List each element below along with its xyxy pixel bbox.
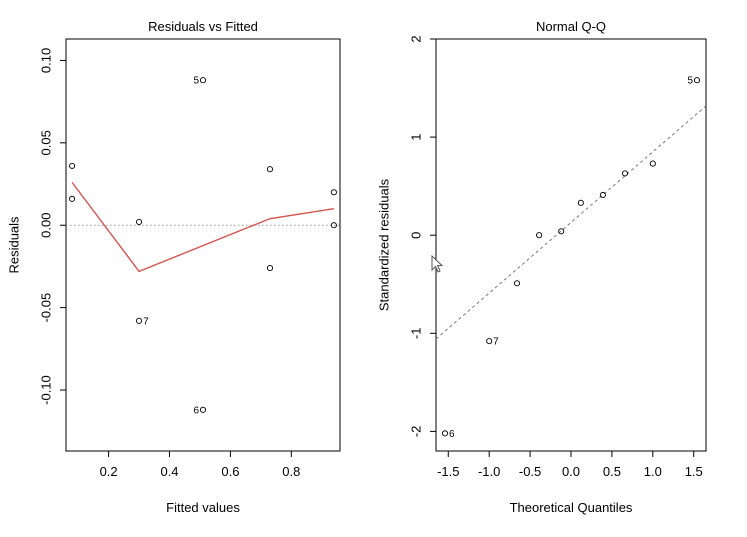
data-point [266, 166, 274, 173]
point-label: 7 [143, 316, 149, 327]
x-tick-label: 0.2 [100, 464, 118, 479]
x-axis-label: Fitted values [166, 500, 240, 515]
y-axis-label: Standardized residuals [377, 178, 392, 311]
point-label: 5 [687, 76, 693, 87]
data-point [330, 222, 337, 229]
data-point [621, 170, 629, 177]
y-tick-label: 1 [409, 133, 424, 140]
data-point [558, 228, 565, 235]
mouse-pointer-icon [431, 254, 445, 280]
x-tick-label: 0.5 [603, 464, 621, 479]
data-point [536, 232, 543, 239]
plot-frame [65, 38, 341, 452]
data-point [486, 338, 493, 345]
residuals-vs-fitted-panel: Residuals vs Fitted Fitted values Residual… [7, 19, 341, 515]
data-point [441, 430, 449, 437]
y-tick-label: 0.10 [39, 48, 54, 73]
y-tick-label: 0.05 [39, 130, 54, 155]
data-point [199, 406, 207, 413]
x-axis-label: Theoretical Quantiles [510, 500, 633, 515]
data-point [577, 199, 584, 206]
x-tick-label: 0.0 [562, 464, 580, 479]
point-label: 6 [449, 429, 455, 440]
y-tick-label: 2 [409, 35, 424, 42]
x-tick-label: 1.5 [685, 464, 703, 479]
plot-frame [435, 38, 707, 452]
data-point [599, 191, 606, 199]
data-point [330, 189, 337, 196]
smoother-line [71, 181, 335, 273]
data-point [69, 162, 76, 169]
y-tick-label: -0.10 [39, 375, 54, 405]
y-tick-label: 0 [409, 232, 424, 239]
x-tick-label: 0.4 [160, 464, 178, 479]
data-point [649, 160, 656, 167]
x-tick-label: -1.5 [437, 464, 459, 479]
data-point [513, 280, 521, 287]
reference-line [435, 105, 707, 340]
data-point [693, 77, 701, 84]
x-tick-label: 0.8 [282, 464, 300, 479]
y-tick-label: -1 [409, 328, 424, 340]
x-tick-label: -1.0 [478, 464, 500, 479]
point-label: 7 [493, 337, 499, 348]
y-tick-label: -2 [409, 426, 424, 438]
y-tick-label: 0.00 [39, 213, 54, 238]
x-tick-label: -0.5 [519, 464, 541, 479]
data-point [136, 218, 143, 225]
y-tick-label: -0.05 [39, 293, 54, 323]
data-point [136, 317, 143, 324]
point-label: 6 [193, 405, 199, 416]
x-tick-label: 1.0 [644, 464, 662, 479]
y-axis-label: Residuals [7, 216, 22, 274]
chart-title: Normal Q-Q [536, 19, 606, 34]
normal-qq-panel: Normal Q-Q Theoretical Quantiles Standardi… [377, 19, 707, 515]
data-point [69, 195, 76, 202]
data-point [266, 265, 274, 272]
chart-title: Residuals vs Fitted [148, 19, 258, 34]
point-label: 5 [193, 76, 199, 87]
x-tick-label: 0.6 [221, 464, 239, 479]
data-point [199, 77, 207, 84]
